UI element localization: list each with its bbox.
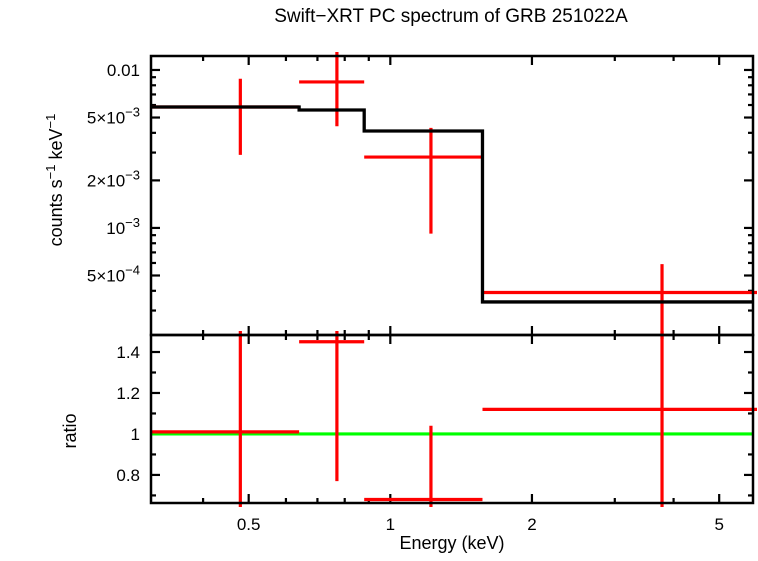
ratio-axis-label: ratio [60,413,80,448]
bottom-panel-frame [149,333,755,505]
x-axis-label: Energy (keV) [399,533,504,553]
x-tick-label: 0.5 [237,515,261,534]
y-tick-label: 0.01 [107,61,140,80]
y-tick-label: 0.8 [116,466,140,485]
axis-tick-labels: 0.5 1 2 5 0.01 5×10−3 2×10−3 10−3 5×10−4 1.4 1.2 1 0… [43,61,724,534]
chart-title: Swift−XRT PC spectrum of GRB 251022A [274,6,628,27]
model-step-line [151,105,753,304]
ratio-errorbars [151,331,757,507]
counts-axis-label: counts s−1 keV−1 [43,114,66,247]
x-tick-label: 1 [386,515,395,534]
model-step-line-group [151,105,753,304]
y-tick-label: 10−3 [106,215,140,238]
y-tick-label: 1.4 [116,343,140,362]
y-tick-label: 5×10−3 [87,105,140,128]
x-tick-label: 2 [527,515,536,534]
plot-generated-content: 0.5 1 2 5 0.01 5×10−3 2×10−3 10−3 5×10−4 1.4 1.2 1 0… [43,52,757,534]
y-tick-label: 1 [131,425,140,444]
y-tick-label: 1.2 [116,384,140,403]
panel-frames [149,54,755,505]
x-tick-label: 5 [714,515,723,534]
y-tick-label: 2×10−3 [87,167,140,190]
y-tick-label: 5×10−4 [87,262,140,285]
spectrum-errorbars [151,52,757,339]
